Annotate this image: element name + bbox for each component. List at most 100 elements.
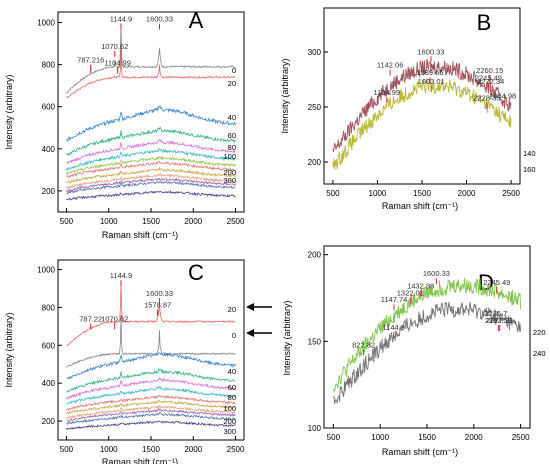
series-line-80	[66, 138, 236, 165]
legend-label: 60	[228, 383, 236, 392]
series-line-160	[332, 78, 512, 171]
series-line-200	[66, 166, 236, 184]
peak-label: 2260.15	[476, 66, 503, 75]
peak-label: 1603.01	[418, 77, 445, 86]
series-group	[66, 25, 236, 201]
y-axis-label: Intensity (arbitrary)	[4, 74, 14, 149]
x-tick-label: 1000	[369, 189, 387, 198]
y-tick-label: 200	[308, 251, 322, 260]
series-line-20	[66, 281, 236, 347]
pointer-arrow-head	[246, 303, 254, 311]
panel-letter: A	[189, 8, 204, 33]
peak-label: 1600.33	[417, 47, 444, 56]
peak-label: 2228.35	[473, 94, 500, 103]
legend-label: 60	[228, 131, 236, 140]
x-tick-label: 500	[60, 217, 74, 226]
peak-label: 1070.62	[101, 315, 128, 324]
series-line-extra-11	[66, 420, 236, 431]
peak-label: 1600.33	[146, 289, 173, 298]
series-line-extra-9	[66, 177, 236, 193]
series-line-extra-11	[66, 155, 236, 175]
legend-label: 100	[223, 152, 236, 161]
legend-label: 300	[223, 427, 236, 436]
x-tick-label: 1000	[100, 445, 118, 454]
legend-label: 0	[232, 331, 236, 340]
panel-letter: B	[477, 10, 492, 35]
y-tick-label: 1000	[37, 265, 55, 274]
series-group	[332, 59, 512, 171]
peak-label: 787.22	[79, 315, 102, 324]
peak-label: 1144.9	[110, 271, 132, 280]
peak-label: 2272.34	[477, 77, 504, 86]
plot-frame	[57, 259, 245, 441]
y-tick-label: 300	[308, 48, 322, 57]
series-line-240	[332, 301, 522, 405]
series-line-extra-8	[66, 173, 236, 189]
series-line-60	[66, 126, 236, 157]
series-line-20	[66, 47, 236, 99]
legend-label: 80	[228, 393, 236, 402]
y-tick-label: 400	[42, 379, 56, 388]
x-axis-label: Raman shift (cm⁻¹)	[382, 201, 458, 211]
legend-label: 300	[223, 176, 236, 185]
y-axis-label: Intensity (arbitrary)	[282, 300, 292, 375]
y-tick-label: 150	[308, 337, 322, 346]
peak-label: 2277.21	[486, 316, 513, 325]
peak-label: 1144.9	[110, 15, 132, 24]
x-tick-label: 2500	[512, 433, 530, 442]
x-tick-label: 1000	[100, 217, 118, 226]
y-tick-label: 400	[42, 145, 56, 154]
x-tick-label: 2500	[502, 189, 520, 198]
legend-label: 40	[228, 367, 236, 376]
peak-label: 2262.59	[485, 316, 512, 325]
y-tick-label: 100	[308, 424, 322, 433]
x-tick-label: 2000	[465, 433, 483, 442]
x-tick-label: 2000	[184, 445, 202, 454]
series-line-40	[66, 105, 236, 143]
legend-label: 220	[533, 328, 546, 337]
panel-letter: C	[188, 260, 204, 285]
y-tick-label: 200	[42, 187, 56, 196]
legend-label: 40	[228, 113, 236, 122]
legend-label: 20	[228, 305, 236, 314]
series-line-220	[332, 277, 522, 392]
pointer-arrow-head	[246, 329, 254, 337]
peak-label: 1142.06	[377, 61, 404, 70]
peak-label: 1322.01	[397, 288, 424, 297]
legend-label: 200	[223, 417, 236, 426]
series-line-extra-10	[66, 160, 236, 179]
series-line-0	[66, 25, 236, 94]
x-tick-label: 1000	[371, 433, 389, 442]
x-tick-label: 2000	[184, 217, 202, 226]
series-line-extra-8	[66, 404, 236, 420]
peak-label: 1578.87	[144, 300, 171, 309]
x-tick-label: 2500	[227, 445, 245, 454]
series-group	[66, 281, 236, 431]
legend-label: 80	[228, 143, 236, 152]
peak-label: 1147.74	[381, 295, 408, 304]
series-line-200	[66, 399, 236, 415]
series-line-extra-9	[66, 407, 236, 422]
x-tick-label: 500	[326, 189, 340, 198]
series-line-0	[66, 314, 236, 368]
y-axis-label: Intensity (arbitrary)	[280, 58, 290, 133]
y-tick-label: 800	[42, 303, 56, 312]
x-axis-label: Raman shift (cm⁻¹)	[102, 457, 178, 464]
panel-b: 500 1000 1500 2000 2500 200 250 300 Raman shift …	[280, 7, 521, 211]
legend-label: 140	[523, 149, 536, 158]
x-tick-label: 2000	[458, 189, 476, 198]
x-tick-label: 1500	[418, 433, 436, 442]
y-tick-label: 1000	[37, 19, 55, 28]
x-tick-label: 1500	[413, 189, 431, 198]
y-tick-label: 800	[42, 61, 56, 70]
x-tick-label: 2500	[227, 217, 245, 226]
legend-label: 100	[223, 404, 236, 413]
peak-label: 1589.65	[416, 68, 443, 77]
x-tick-label: 500	[327, 433, 341, 442]
y-tick-label: 200	[42, 417, 56, 426]
peak-label: 1144.9	[383, 323, 405, 332]
x-axis-label: Raman shift (cm⁻¹)	[382, 447, 458, 457]
series-line-60	[66, 367, 236, 393]
x-tick-label: 500	[60, 445, 74, 454]
peak-label: 1600.33	[423, 269, 450, 278]
